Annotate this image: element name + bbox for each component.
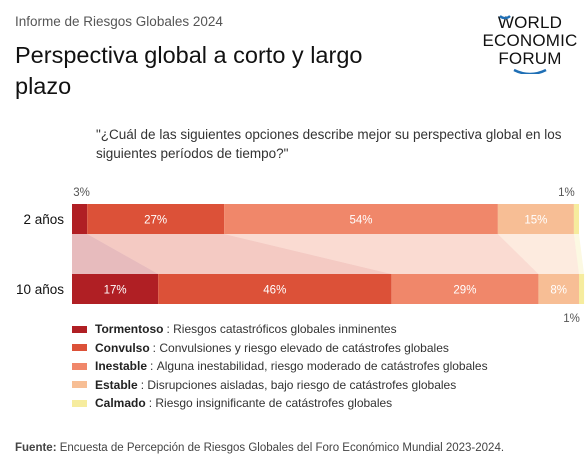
logo-line-2: ECONOMIC: [482, 31, 578, 50]
bar-segment: [391, 274, 539, 304]
data-label: 15%: [524, 215, 547, 227]
data-label: 1%: [558, 187, 575, 199]
report-kicker: Informe de Riesgos Globales 2024: [15, 14, 223, 29]
data-label: 3%: [73, 187, 90, 199]
legend-swatch-calmado: [72, 399, 87, 407]
logo-arc-icon: [499, 15, 547, 74]
legend-colon: :: [152, 340, 157, 355]
legend-description: Riesgo insignificante de catástrofes glo…: [155, 396, 393, 411]
wef-logo: WORLD ECONOMIC FORUM: [476, 13, 584, 74]
connector-band: [573, 234, 585, 274]
legend-item-tormentoso: Tormentoso: Riesgos catastróficos global…: [72, 320, 488, 339]
legend-colon: :: [150, 359, 154, 374]
legend-name: Calmado: [95, 396, 146, 411]
legend-item-convulso: Convulso: Convulsiones y riesgo elevado …: [72, 339, 488, 358]
connector-band: [497, 234, 579, 274]
legend-item-calmado: Calmado: Riesgo insignificante de catást…: [72, 394, 488, 413]
legend-description: Riesgos catastróficos globales inminente…: [173, 322, 397, 337]
legend-description: Convulsiones y riesgo elevado de catástr…: [159, 340, 449, 355]
data-label: 27%: [144, 215, 167, 227]
bar-segment: [72, 204, 88, 234]
legend-name: Estable: [95, 377, 138, 392]
connector-band: [87, 234, 392, 274]
survey-question: "¿Cuál de las siguientes opciones descri…: [96, 127, 562, 161]
data-label: 54%: [349, 215, 372, 227]
legend-description: Disrupciones aisladas, bajo riesgo de ca…: [147, 377, 457, 392]
logo-line-1: WORLD: [497, 13, 563, 32]
page-title: Perspectiva global a corto y largo plazo: [15, 42, 363, 99]
bar-segment: [224, 204, 498, 234]
legend-swatch-tormentoso: [72, 325, 87, 333]
source-note: Fuente: Encuesta de Percepción de Riesgo…: [15, 442, 504, 454]
source-text: Encuesta de Percepción de Riesgos Global…: [59, 442, 505, 454]
data-label: 8%: [550, 285, 567, 297]
legend-name: Convulso: [95, 340, 150, 355]
bar-segment: [72, 274, 159, 304]
legend-description: Alguna inestabilidad, riesgo moderado de…: [156, 359, 488, 374]
connector-band: [72, 234, 159, 274]
legend-item-estable: Estable: Disrupciones aisladas, bajo rie…: [72, 376, 488, 395]
stacked-bar-chart: 2 años 10 años 3% 17% 27% 46% 54% 29% 15% 8% 1% 1%: [16, 187, 585, 325]
data-label: 46%: [263, 285, 286, 297]
data-label: 29%: [453, 285, 476, 297]
legend-swatch-estable: [72, 381, 87, 389]
data-label: 17%: [104, 285, 127, 297]
bar-segment: [573, 204, 579, 234]
bar-segment: [87, 204, 225, 234]
legend-name: Inestable: [95, 359, 148, 374]
category-label: 10 años: [16, 282, 64, 297]
data-label: 1%: [563, 313, 580, 325]
legend-name: Tormentoso: [95, 322, 164, 337]
legend-colon: :: [166, 322, 170, 337]
logo-line-3: FORUM: [498, 49, 562, 68]
category-label: 2 años: [23, 212, 64, 227]
legend-colon: :: [140, 377, 145, 392]
bar-segment: [579, 274, 585, 304]
legend-item-inestable: Inestable: Alguna inestabilidad, riesgo …: [72, 357, 488, 376]
source-label: Fuente:: [15, 442, 57, 454]
legend-swatch-inestable: [72, 362, 87, 370]
connector-band: [224, 234, 539, 274]
legend-colon: :: [148, 396, 153, 411]
chart-legend: Tormentoso: Riesgos catastróficos global…: [72, 320, 488, 413]
legend-swatch-convulso: [72, 344, 87, 352]
bar-segment: [158, 274, 392, 304]
bar-segment: [497, 204, 574, 234]
bar-segment: [538, 274, 579, 304]
